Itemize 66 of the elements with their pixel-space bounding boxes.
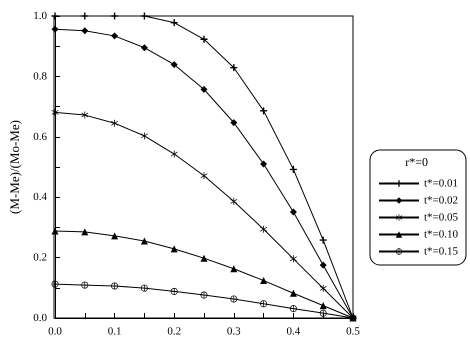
point [170,288,178,295]
point [320,262,327,269]
point [200,36,208,43]
y-tick-label: 0.2 [33,252,47,264]
point [200,292,208,299]
point [230,265,238,272]
point [230,198,238,205]
point [81,112,88,119]
legend-title: r*=0 [405,155,428,169]
legend-label: t*=0.05 [424,212,458,224]
y-tick-label: 0.8 [33,70,48,82]
point [81,27,88,34]
point [290,255,297,262]
point [200,254,208,262]
point [81,282,88,289]
point [260,160,268,168]
point [140,44,148,52]
point [52,228,58,235]
point [260,277,268,284]
y-tick-label: 0.6 [33,130,48,143]
point [320,236,327,244]
point [290,166,297,173]
point [290,290,297,297]
point [111,232,118,240]
point [320,302,327,310]
point [260,300,268,308]
point [200,172,208,180]
point [140,284,148,292]
x-tick-label: 0.3 [226,326,242,338]
point [200,86,208,93]
point [230,119,238,126]
point [170,61,178,68]
point [111,120,118,127]
y-axis-title: (M-Me)/(Mo-Me) [7,120,22,214]
point [111,32,118,40]
x-tick-label: 0.4 [286,326,301,338]
legend-label: t*=0.01 [424,178,458,190]
y-tick-label: 1.0 [33,10,48,22]
point [230,64,238,72]
point [260,107,268,114]
point [52,108,58,116]
x-tick-label: 0.1 [108,326,122,338]
point [140,132,148,140]
point [170,19,178,26]
point [52,26,58,33]
legend-label: t*=0.10 [424,228,458,240]
point [52,280,58,288]
point [290,208,297,216]
x-tick-label: 0.5 [346,326,360,338]
x-tick-label: 0.2 [167,326,182,338]
x-tick-label: 0.0 [48,326,62,338]
legend-label: t*=0.15 [424,246,458,258]
point [111,12,118,20]
y-tick-label: 0.0 [33,312,48,324]
legend-label: t*=0.02 [424,194,458,206]
point [290,305,297,312]
point [260,226,268,233]
point [230,295,238,302]
y-tick-label: 0.4 [33,191,48,204]
point [170,245,178,252]
point [320,284,327,292]
point [111,282,118,290]
point [81,228,88,236]
point [81,12,88,20]
point [140,12,148,20]
point [140,237,148,244]
